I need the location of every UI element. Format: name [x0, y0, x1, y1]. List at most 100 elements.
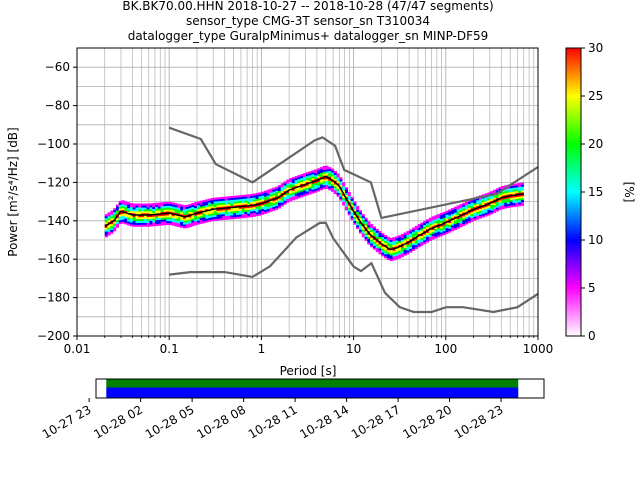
heatmap-cell: [439, 213, 444, 216]
heatmap-cell: [177, 217, 181, 220]
heatmap-cell: [129, 210, 133, 213]
heatmap-cell: [280, 202, 284, 205]
heatmap-cell: [280, 190, 284, 194]
heatmap-cell: [152, 214, 156, 217]
heatmap-cell: [263, 204, 268, 207]
heatmap-cell: [451, 208, 455, 211]
colorbar-tick-label: 5: [588, 281, 596, 295]
heatmap-cell: [294, 179, 298, 183]
heatmap-cell: [417, 231, 421, 234]
heatmap-cell: [439, 234, 444, 237]
heatmap-cell: [166, 203, 170, 206]
heatmap-cell: [107, 220, 111, 223]
heatmap-cell: [339, 198, 343, 201]
heatmap-cell: [481, 209, 485, 212]
heatmap-cell: [219, 216, 223, 219]
heatmap-cell: [182, 226, 187, 229]
heatmap-cell: [255, 198, 259, 201]
heatmap-cell: [481, 198, 485, 201]
heatmap-cell: [191, 210, 195, 213]
heatmap-cell: [386, 246, 390, 249]
heatmap-cell: [291, 180, 295, 184]
heatmap-cell: [423, 232, 427, 235]
heatmap-cell: [132, 209, 136, 212]
heatmap-cell: [241, 212, 245, 215]
heatmap-cell: [495, 195, 499, 199]
heatmap-cell: [132, 213, 136, 216]
heatmap-cell: [409, 248, 413, 251]
heatmap-cell: [146, 220, 150, 223]
heatmap-cell: [448, 224, 452, 227]
heatmap-cell: [339, 179, 343, 182]
heatmap-cell: [501, 197, 505, 200]
heatmap-cell: [266, 199, 270, 202]
heatmap-cell: [115, 225, 120, 228]
heatmap-cell: [358, 227, 363, 230]
heatmap-cell: [473, 203, 477, 206]
heatmap-cell: [129, 216, 133, 219]
heatmap-cell: [364, 225, 368, 228]
heatmap-cell: [230, 217, 234, 220]
heatmap-cell: [465, 216, 469, 219]
heatmap-cell: [333, 180, 337, 183]
heatmap-cell: [258, 213, 262, 216]
heatmap-cell: [512, 195, 516, 198]
heatmap-cell: [456, 220, 460, 223]
heatmap-cell: [104, 217, 108, 221]
heatmap-cell: [104, 225, 108, 228]
heatmap-cell: [350, 200, 354, 203]
heatmap-cell: [400, 249, 404, 252]
heatmap-cell: [141, 216, 145, 220]
heatmap-cell: [356, 225, 360, 228]
heatmap-cell: [202, 199, 206, 203]
heatmap-cell: [196, 208, 201, 212]
heatmap-cell: [367, 223, 371, 226]
colorbar-label: [%]: [622, 182, 636, 203]
heatmap-cell: [210, 199, 214, 203]
heatmap-cell: [174, 203, 178, 206]
heatmap-cell: [121, 200, 125, 203]
timeline-tick-label: 10-27 23: [40, 402, 94, 441]
heatmap-cell: [322, 167, 326, 170]
heatmap-cell: [305, 187, 309, 190]
heatmap-cell: [143, 224, 147, 227]
heatmap-cell: [518, 182, 522, 186]
heatmap-cell: [303, 186, 307, 189]
heatmap-cell: [277, 198, 282, 201]
timeline-tick-label: 10-28 17: [349, 402, 403, 441]
heatmap-cell: [174, 207, 178, 210]
heatmap-cell: [456, 224, 460, 227]
heatmap-cell: [258, 192, 262, 195]
heatmap-cell: [160, 223, 164, 226]
heatmap-cell: [490, 206, 494, 209]
heatmap-cell: [143, 205, 147, 208]
heatmap-cell: [303, 175, 307, 178]
heatmap-cell: [113, 225, 117, 228]
heatmap-cell: [484, 199, 488, 202]
heatmap-cell: [384, 252, 388, 255]
heatmap-cell: [227, 198, 231, 201]
heatmap-cell: [121, 213, 125, 216]
heatmap-cell: [294, 185, 298, 188]
heatmap-cell: [453, 223, 457, 227]
timeline-tick-label: 10-28 20: [400, 402, 454, 441]
heatmap-cell: [308, 177, 312, 180]
heatmap-cell: [258, 203, 262, 206]
heatmap-cell: [199, 210, 203, 213]
heatmap-cell: [283, 196, 287, 199]
heatmap-cell: [247, 196, 251, 199]
heatmap-cell: [255, 212, 259, 215]
heatmap-cell: [504, 189, 508, 192]
heatmap-cell: [411, 227, 416, 230]
heatmap-cell: [305, 174, 309, 177]
heatmap-cell: [219, 212, 223, 215]
heatmap-cell: [230, 213, 234, 216]
heatmap-cell: [244, 196, 248, 199]
heatmap-cell: [515, 185, 519, 188]
heatmap-cell: [146, 215, 150, 218]
heatmap-cell: [481, 205, 485, 208]
heatmap-cell: [400, 235, 404, 238]
heatmap-cell: [375, 236, 379, 239]
heatmap-cell: [476, 211, 480, 214]
heatmap-cell: [378, 242, 382, 245]
